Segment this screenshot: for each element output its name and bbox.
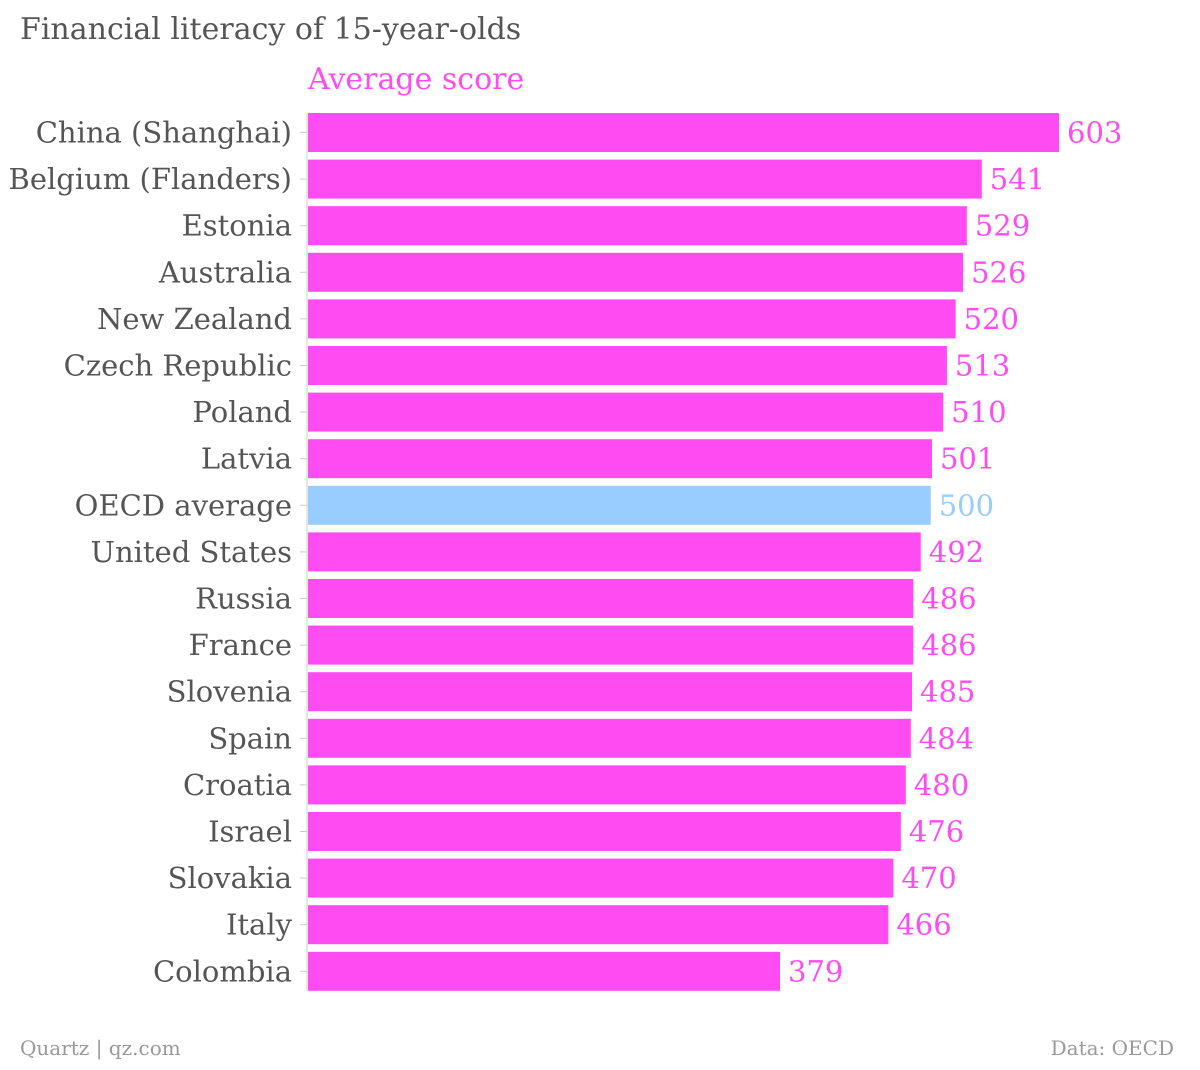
value-label: 492 <box>929 535 984 569</box>
value-label: 529 <box>975 209 1030 243</box>
value-label: 379 <box>788 954 843 988</box>
value-label: 501 <box>940 442 995 476</box>
value-label: 520 <box>964 302 1019 336</box>
bar <box>308 299 956 339</box>
footer-source-left: Quartz | qz.com <box>20 1036 181 1060</box>
value-label: 484 <box>919 721 974 755</box>
bar <box>308 159 982 199</box>
value-label: 603 <box>1067 116 1122 150</box>
series-label: Average score <box>308 62 525 97</box>
value-label: 470 <box>901 861 956 895</box>
category-label: China (Shanghai) <box>36 116 292 150</box>
bar <box>308 718 911 758</box>
category-label: Russia <box>195 582 292 616</box>
value-label: 510 <box>951 395 1006 429</box>
chart-title: Financial literacy of 15-year-olds <box>20 12 522 47</box>
category-label: Australia <box>158 255 292 289</box>
bar <box>308 858 894 898</box>
value-label: 476 <box>909 815 964 849</box>
value-label: 466 <box>896 908 951 942</box>
bar <box>308 951 781 991</box>
value-label: 526 <box>971 255 1026 289</box>
category-label: Slovakia <box>168 861 292 895</box>
bar <box>308 765 906 805</box>
category-label: Estonia <box>182 209 292 243</box>
bar <box>308 672 913 712</box>
value-label: 500 <box>939 488 994 522</box>
bar <box>308 206 967 246</box>
bar <box>308 812 901 851</box>
category-label: Israel <box>208 815 292 849</box>
bar <box>308 905 889 945</box>
footer-source-right: Data: OECD <box>1050 1036 1174 1060</box>
category-label: Spain <box>208 721 292 755</box>
bar <box>308 252 964 292</box>
category-label: Croatia <box>183 768 292 802</box>
bar <box>308 625 914 665</box>
category-label: Latvia <box>201 442 292 476</box>
bar <box>308 532 921 572</box>
category-label: Italy <box>226 908 293 942</box>
bar <box>308 113 1059 152</box>
category-label: United States <box>91 535 293 569</box>
bar <box>308 579 914 618</box>
bar <box>308 485 931 525</box>
value-label: 480 <box>914 768 969 802</box>
category-label: Czech Republic <box>64 349 292 383</box>
category-label: France <box>189 628 292 662</box>
category-label: Belgium (Flanders) <box>9 162 292 196</box>
value-label: 541 <box>990 162 1045 196</box>
value-label: 486 <box>921 582 976 616</box>
value-label: 513 <box>955 349 1010 383</box>
bar <box>308 392 944 432</box>
bar <box>308 346 947 385</box>
category-label: Slovenia <box>167 675 292 709</box>
category-label: Poland <box>192 395 292 429</box>
value-label: 486 <box>921 628 976 662</box>
category-label: New Zealand <box>97 302 292 336</box>
category-label: Colombia <box>153 954 292 988</box>
category-label: OECD average <box>75 488 292 522</box>
value-label: 485 <box>920 675 975 709</box>
bar <box>308 439 932 479</box>
